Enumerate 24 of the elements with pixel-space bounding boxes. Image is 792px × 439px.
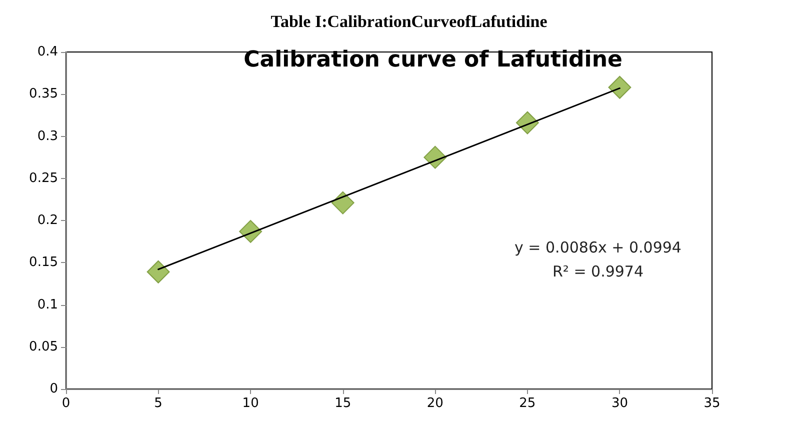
y-tick-label: 0.3: [37, 128, 58, 144]
x-tick-label: 35: [704, 396, 720, 411]
point: [331, 191, 354, 214]
y-tick-label: 0.25: [29, 170, 58, 186]
chart-subtitle: Table I:CalibrationCurveofLafutidine: [270, 12, 548, 31]
point: [146, 260, 170, 284]
point: [608, 76, 632, 99]
y-tick-label: 0.05: [29, 339, 58, 354]
y-tick-label: 0.2: [37, 213, 58, 228]
x-tick-label: 10: [242, 396, 259, 411]
y-tick-label: 0.15: [29, 255, 58, 270]
y-tick-label: 0.4: [37, 44, 58, 60]
x-tick-label: 20: [426, 396, 444, 411]
y-tick-label: 0.35: [29, 86, 58, 102]
y-tick-label: 0: [50, 382, 58, 396]
y-tick-label: 0.1: [37, 297, 58, 312]
x-tick-label: 15: [334, 396, 352, 411]
x-tick-label: 5: [154, 396, 162, 411]
chart-title: Calibration curve of Lafutidine: [244, 48, 622, 72]
annotation: R² = 0.9974: [552, 262, 644, 280]
x-tick-label: 25: [519, 396, 536, 411]
x-tick-label: 30: [611, 396, 628, 411]
annotation: y = 0.0086x + 0.0994: [514, 238, 682, 256]
x-tick-label: 0: [62, 396, 70, 411]
